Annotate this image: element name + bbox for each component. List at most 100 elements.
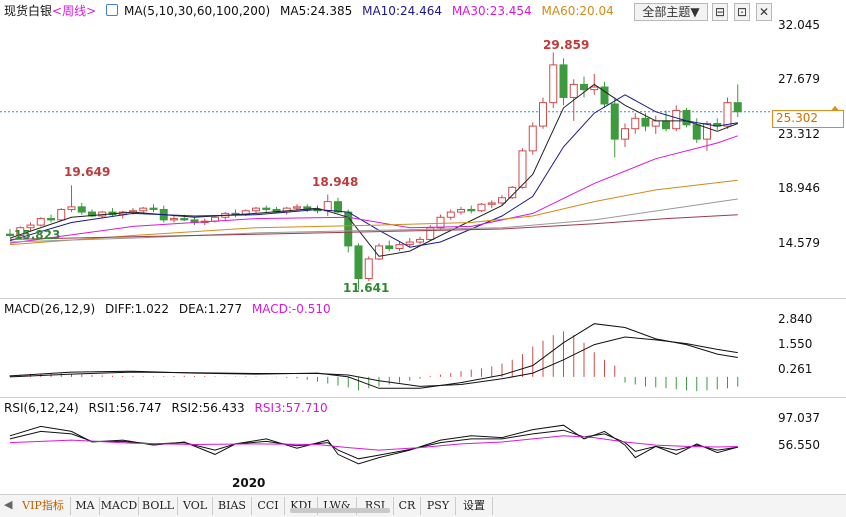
price-marker-icon bbox=[831, 105, 839, 111]
tab-psy[interactable]: PSY bbox=[421, 497, 456, 515]
candle-body bbox=[170, 218, 178, 221]
price-panel-header: 现货白银<周线> MA(5,10,30,60,100,200) MA5:24.3… bbox=[0, 0, 846, 22]
settings-icon[interactable] bbox=[105, 4, 118, 16]
tab-settings[interactable]: 设置 bbox=[456, 497, 493, 515]
candle-body bbox=[723, 102, 732, 127]
price-axis-label: 23.312 bbox=[778, 127, 820, 141]
tab-bias[interactable]: BIAS bbox=[213, 497, 252, 515]
ma10-value: MA10:24.464 bbox=[362, 4, 442, 18]
candle-body bbox=[569, 83, 578, 98]
tab-scroll-left-icon[interactable]: ◀ bbox=[4, 498, 13, 511]
rsi-panel-header: RSI(6,12,24) RSI1:56.747 RSI2:56.433 RSI… bbox=[0, 397, 846, 419]
ma30-value: MA30:23.454 bbox=[451, 4, 532, 18]
close-icon[interactable]: ✕ bbox=[756, 3, 772, 21]
candle-body bbox=[498, 197, 506, 204]
last-price-badge bbox=[772, 110, 844, 128]
candle-body bbox=[467, 208, 476, 212]
candle-body bbox=[631, 117, 640, 130]
candle-body bbox=[610, 103, 619, 140]
candle-body bbox=[395, 244, 404, 250]
ma30-line bbox=[9, 135, 738, 244]
instrument-name: 现货白银 bbox=[4, 4, 53, 18]
tab-vip-indicators[interactable]: VIP指标 bbox=[16, 497, 71, 515]
timeline-scrollbar[interactable] bbox=[290, 508, 390, 513]
indicator-tab-bar: ◀ VIP指标 MA MACD BOLL VOL BIAS CCI KDJ LW… bbox=[0, 494, 846, 517]
rsi-params-label: RSI(6,12,24) bbox=[4, 401, 79, 415]
macd-axis-label: 1.550 bbox=[778, 337, 813, 351]
ma5-value: MA5:24.385 bbox=[280, 4, 353, 18]
candle-body bbox=[641, 117, 650, 127]
ma60-value: MA60:20.04 bbox=[541, 4, 614, 18]
macd-axis-label: 2.840 bbox=[778, 312, 813, 326]
tab-vol[interactable]: VOL bbox=[178, 497, 213, 515]
annotation-high-1: 19.649 bbox=[64, 165, 111, 179]
candle-body bbox=[651, 120, 660, 127]
price-axis-label: 18.946 bbox=[778, 181, 820, 195]
tab-ma[interactable]: MA bbox=[71, 497, 100, 515]
candle-body bbox=[149, 207, 158, 210]
ma10-line bbox=[9, 94, 738, 248]
candle-body bbox=[293, 206, 301, 209]
fullscreen-icon[interactable]: ⊡ bbox=[734, 3, 750, 21]
rsi2-value: RSI2:56.433 bbox=[171, 401, 245, 415]
rsi-axis-label: 97.037 bbox=[778, 411, 820, 425]
price-axis-label: 27.679 bbox=[778, 72, 820, 86]
period-selector[interactable]: <周线> bbox=[52, 4, 97, 18]
panel-divider bbox=[0, 298, 846, 299]
candle-body bbox=[436, 216, 445, 229]
macd-diff-line bbox=[9, 323, 738, 389]
candle-body bbox=[446, 211, 455, 218]
candle-body bbox=[77, 206, 86, 213]
candle-body bbox=[539, 102, 547, 127]
tab-cr[interactable]: CR bbox=[394, 497, 421, 515]
candle-body bbox=[26, 224, 35, 229]
candle-body bbox=[682, 109, 691, 126]
annotation-high-2: 18.948 bbox=[312, 175, 359, 189]
tab-macd[interactable]: MACD bbox=[100, 497, 139, 515]
candle-body bbox=[528, 125, 537, 152]
rsi1-line bbox=[9, 424, 738, 465]
panel-divider bbox=[0, 397, 846, 398]
candle-body bbox=[364, 258, 373, 279]
candle-body bbox=[621, 128, 629, 140]
rsi2-line bbox=[9, 429, 738, 460]
macd-params-label: MACD(26,12,9) bbox=[4, 302, 96, 316]
macd-panel-header: MACD(26,12,9) DIFF:1.022 DEA:1.277 MACD:… bbox=[0, 298, 846, 320]
ma-params-label: MA(5,10,30,60,100,200) bbox=[123, 4, 271, 18]
macd-dea-line bbox=[9, 336, 738, 387]
candle-body bbox=[36, 218, 45, 226]
candle-body bbox=[733, 102, 742, 113]
candle-body bbox=[703, 122, 711, 140]
candle-body bbox=[559, 64, 568, 98]
candle-body bbox=[590, 86, 599, 91]
theme-dropdown-button[interactable]: 全部主题▼ bbox=[634, 3, 708, 21]
ma200-line bbox=[9, 214, 738, 240]
tab-cci[interactable]: CCI bbox=[252, 497, 285, 515]
candle-body bbox=[47, 218, 55, 221]
rsi-axis-label: 56.550 bbox=[778, 438, 820, 452]
candle-body bbox=[600, 86, 609, 105]
last-price-label: 25.302 bbox=[776, 111, 818, 125]
ma100-line bbox=[9, 198, 738, 243]
price-axis-label: 32.045 bbox=[778, 18, 820, 32]
year-label: 2020 bbox=[232, 476, 266, 490]
candle-body bbox=[405, 241, 414, 246]
ma5-line bbox=[9, 83, 738, 257]
macd-axis-label: 0.261 bbox=[778, 362, 813, 376]
ma60-line bbox=[9, 179, 738, 246]
zoom-out-icon[interactable]: ⊟ bbox=[712, 3, 728, 21]
candle-body bbox=[252, 207, 260, 212]
rsi3-line bbox=[9, 435, 738, 451]
candle-body bbox=[334, 201, 342, 213]
candle-body bbox=[6, 233, 14, 237]
candle-body bbox=[180, 218, 189, 221]
candle-body bbox=[487, 202, 496, 205]
rsi3-value: RSI3:57.710 bbox=[254, 401, 328, 415]
annotation-low-1: 15.823 bbox=[14, 228, 61, 242]
candle-body bbox=[67, 206, 76, 210]
candle-body bbox=[416, 238, 424, 243]
tab-boll[interactable]: BOLL bbox=[139, 497, 178, 515]
candle-body bbox=[508, 186, 517, 199]
macd-diff-value: DIFF:1.022 bbox=[104, 302, 170, 316]
